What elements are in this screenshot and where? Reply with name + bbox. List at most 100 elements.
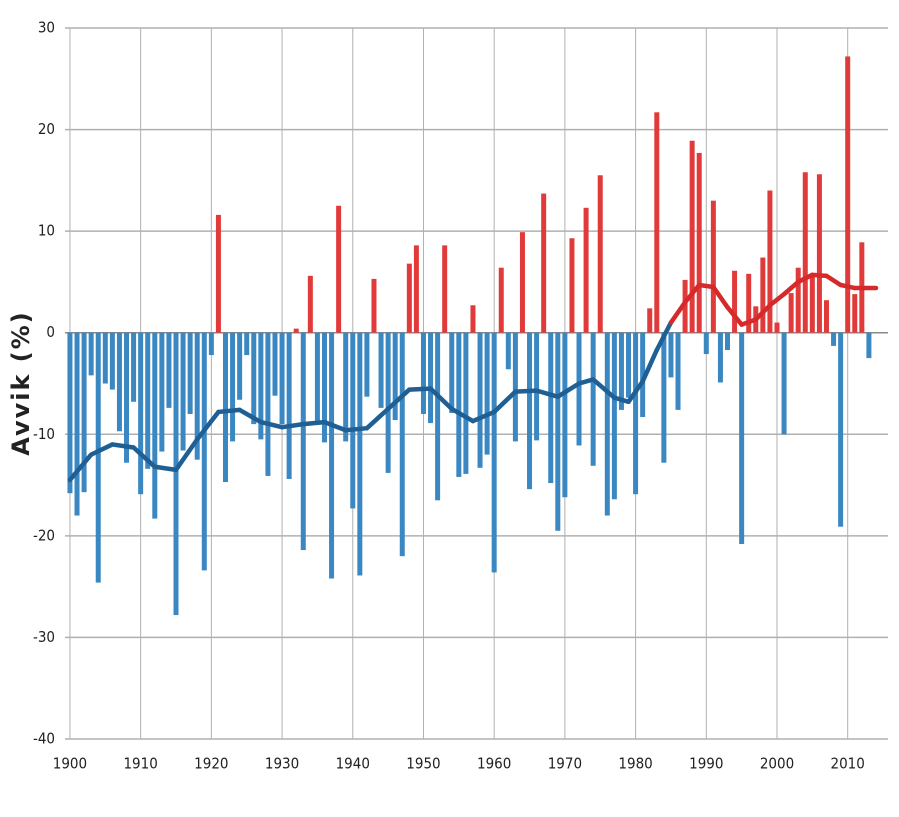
bar	[746, 273, 752, 333]
bar	[717, 332, 723, 383]
bar	[548, 332, 554, 484]
bar	[470, 305, 476, 333]
x-tick-label: 1950	[406, 755, 440, 773]
x-tick-label: 1990	[689, 755, 723, 773]
trend-line	[216, 407, 242, 415]
trend-line	[385, 387, 412, 412]
bar	[258, 332, 264, 440]
bar	[364, 332, 370, 397]
bar	[152, 332, 158, 519]
trend-line	[725, 305, 744, 327]
trend-line	[739, 317, 759, 327]
bar	[732, 270, 738, 333]
bar	[661, 332, 667, 463]
bar	[399, 332, 405, 557]
bar	[357, 332, 363, 576]
bar	[456, 332, 462, 477]
trend-line	[668, 299, 688, 325]
bar	[703, 332, 709, 355]
trend-line	[152, 464, 179, 473]
x-tick-label: 1910	[123, 755, 157, 773]
x-tick-label: 1970	[548, 755, 582, 773]
trend-line	[237, 407, 264, 425]
bar	[675, 332, 681, 410]
trend-line	[640, 347, 660, 384]
bar	[583, 207, 589, 333]
bar	[809, 274, 815, 333]
trend-line	[513, 388, 539, 394]
bar	[109, 332, 115, 390]
bar	[314, 332, 320, 425]
bar	[795, 267, 801, 333]
y-tick-label: 0	[46, 323, 55, 341]
bar	[590, 332, 596, 466]
bar	[74, 332, 80, 516]
bar	[201, 332, 207, 571]
bar	[166, 332, 172, 408]
trend-line	[301, 419, 327, 427]
bar	[562, 332, 568, 498]
trend-line	[194, 409, 221, 442]
trend-line	[838, 282, 858, 291]
trend-line	[767, 291, 787, 308]
trend-line	[110, 442, 136, 450]
bar	[159, 332, 165, 452]
bar	[180, 332, 186, 451]
bar	[208, 332, 214, 356]
bar	[230, 332, 236, 442]
y-tick-label: 10	[38, 222, 55, 240]
bar	[329, 332, 335, 579]
bar	[611, 332, 617, 500]
bar	[187, 332, 193, 414]
y-tick-label: -10	[33, 425, 55, 443]
bar	[739, 332, 745, 544]
y-tick-label: -20	[33, 526, 55, 544]
bar	[215, 214, 221, 333]
bar	[866, 332, 872, 359]
bar	[767, 190, 773, 333]
bar	[505, 332, 511, 370]
bar	[321, 332, 327, 443]
trend-line	[824, 273, 843, 288]
bar	[626, 332, 632, 398]
bar	[378, 332, 384, 408]
bar	[102, 332, 108, 384]
trend-line	[753, 303, 773, 322]
y-axis-label: Avvik (%)	[7, 310, 35, 456]
x-tick-label: 2010	[831, 755, 865, 773]
bar	[81, 332, 87, 493]
x-tick-label: 1930	[265, 755, 299, 773]
bar	[689, 140, 695, 333]
bar	[463, 332, 469, 474]
bar	[534, 332, 540, 441]
bar	[477, 332, 483, 468]
trend-line	[173, 437, 200, 473]
bar	[124, 332, 130, 463]
bar	[640, 332, 646, 418]
trend-line	[696, 282, 716, 290]
bar	[307, 275, 313, 333]
bar	[371, 278, 377, 333]
trend-line	[449, 406, 476, 424]
y-tick-label: 30	[38, 19, 55, 37]
bar	[760, 257, 766, 333]
bar	[336, 205, 342, 333]
bar	[272, 332, 278, 396]
bar	[484, 332, 490, 455]
bar	[710, 200, 716, 333]
trend-line	[576, 377, 596, 386]
bar	[286, 332, 292, 479]
bar	[831, 332, 837, 346]
bar	[633, 332, 639, 495]
bar	[406, 263, 412, 333]
bar	[194, 332, 200, 460]
trend-line	[343, 425, 370, 433]
bar	[527, 332, 533, 490]
bar	[222, 332, 228, 483]
trend-line	[590, 377, 617, 400]
bar	[428, 332, 434, 424]
trend-line	[407, 386, 433, 392]
y-tick-label: 20	[38, 120, 55, 138]
bar	[173, 332, 179, 616]
